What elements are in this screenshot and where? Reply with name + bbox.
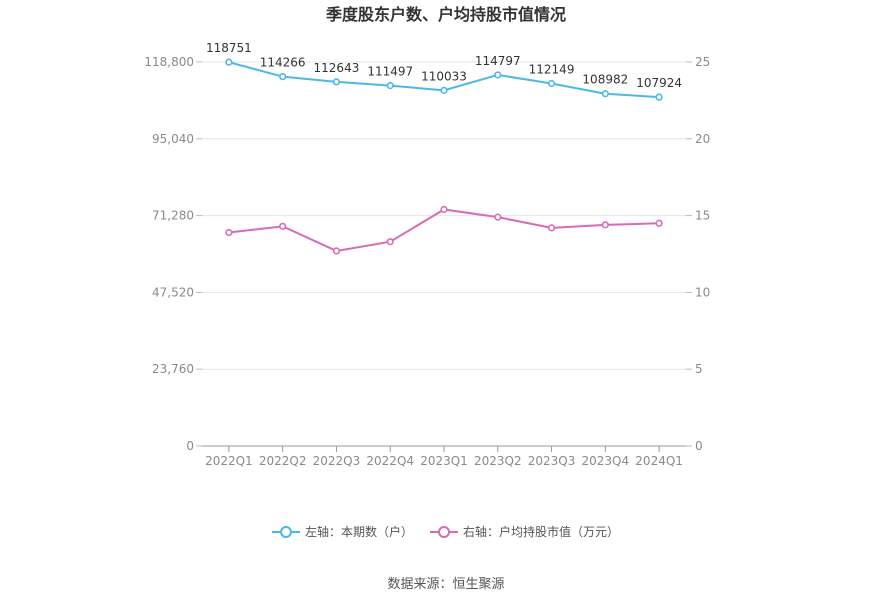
left-tick-label: 0: [186, 439, 194, 453]
legend-item-1[interactable]: 左轴：本期数（户）: [272, 524, 413, 539]
left-tick-label: 71,280: [152, 209, 194, 223]
legend-label: 右轴：户均持股市值（万元）: [463, 524, 619, 539]
data-labels: 118751 114266 112643 111497 110033 114797 1121…: [206, 41, 682, 90]
data-point[interactable]: [279, 73, 287, 81]
legend-marker-icon: [280, 526, 292, 538]
x-tick-label: 2022Q4: [366, 454, 414, 468]
data-point[interactable]: [279, 222, 287, 230]
x-tick-label: 2023Q4: [582, 454, 630, 468]
data-point[interactable]: [386, 82, 394, 90]
data-label: 111497: [367, 65, 413, 79]
legend-item-2[interactable]: 右轴：户均持股市值（万元）: [430, 524, 619, 539]
data-label: 114266: [260, 56, 306, 70]
data-point[interactable]: [547, 79, 556, 88]
data-point[interactable]: [440, 86, 448, 94]
data-point[interactable]: [494, 213, 502, 221]
left-tick-label: 95,040: [152, 132, 194, 146]
data-point[interactable]: [655, 219, 663, 227]
x-tick-label: 2023Q2: [474, 454, 522, 468]
data-label: 112643: [314, 61, 360, 75]
right-tick-label: 25: [695, 55, 710, 69]
legend-marker-icon: [438, 526, 450, 538]
data-source: 数据来源：恒生聚源: [387, 577, 504, 592]
chart-title: 季度股东户数、户均持股市值情况: [325, 5, 566, 24]
left-axis-ticks: 0 23,760 47,520 71,280 95,040 118,800: [144, 55, 202, 453]
right-axis-ticks: 0 5 10 15 20 25: [686, 55, 710, 453]
x-tick-label: 2022Q3: [313, 454, 361, 468]
data-label: 110033: [421, 69, 467, 83]
data-label: 107924: [636, 76, 682, 90]
x-tick-label: 2022Q2: [259, 454, 307, 468]
grid-lines: [202, 61, 686, 370]
left-tick-label: 23,760: [152, 362, 194, 376]
right-tick-label: 5: [695, 362, 703, 376]
right-tick-label: 10: [695, 285, 710, 299]
legend[interactable]: 左轴：本期数（户） 右轴：户均持股市值（万元）: [272, 524, 619, 539]
right-tick-label: 20: [695, 132, 710, 146]
data-point[interactable]: [601, 90, 609, 98]
left-tick-label: 118,800: [144, 55, 194, 69]
legend-label: 左轴：本期数（户）: [305, 524, 413, 539]
data-label: 118751: [206, 41, 252, 55]
data-label: 112149: [529, 62, 575, 76]
series-points: [225, 58, 663, 255]
x-tick-label: 2022Q1: [205, 454, 253, 468]
data-point[interactable]: [655, 93, 663, 101]
data-point[interactable]: [332, 78, 341, 86]
right-tick-label: 0: [695, 439, 703, 453]
x-axis: 2022Q1 2022Q2 2022Q3 2022Q4 2023Q1 2023Q2 2023…: [202, 445, 686, 468]
left-tick-label: 47,520: [152, 285, 194, 299]
right-tick-label: 15: [695, 209, 710, 223]
data-point[interactable]: [547, 224, 556, 232]
data-point[interactable]: [332, 247, 341, 255]
x-tick-label: 2023Q3: [528, 454, 576, 468]
data-label: 108982: [582, 73, 628, 87]
data-point[interactable]: [494, 71, 502, 79]
data-point[interactable]: [440, 205, 448, 214]
data-label: 114797: [475, 54, 521, 68]
x-tick-label: 2024Q1: [635, 454, 683, 468]
data-point[interactable]: [386, 238, 394, 246]
x-tick-label: 2023Q1: [420, 454, 468, 468]
data-point[interactable]: [225, 58, 233, 66]
data-point[interactable]: [601, 221, 609, 229]
data-point[interactable]: [225, 228, 233, 237]
